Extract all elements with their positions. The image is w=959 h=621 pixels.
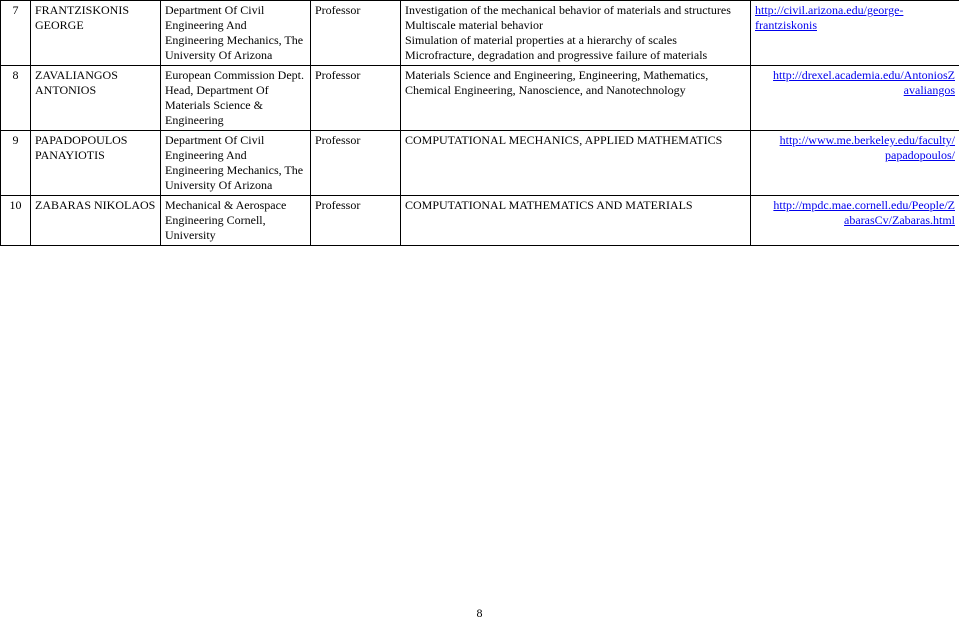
link-line1: http://www.me.berkeley.edu/faculty/ bbox=[755, 133, 955, 148]
dept-cell: Department Of Civil Engineering And Engi… bbox=[161, 1, 311, 66]
link-line2: frantziskonis bbox=[755, 18, 955, 33]
topic-cell: COMPUTATIONAL MECHANICS, APPLIED MATHEMA… bbox=[401, 131, 751, 196]
title-cell: Professor bbox=[311, 1, 401, 66]
faculty-link[interactable]: http://www.me.berkeley.edu/faculty/ papa… bbox=[755, 133, 955, 163]
page: 7 FRANTZISKONIS GEORGE Department Of Civ… bbox=[0, 0, 959, 621]
faculty-link[interactable]: http://civil.arizona.edu/george- frantzi… bbox=[755, 3, 955, 33]
row-number: 8 bbox=[1, 66, 31, 131]
page-number: 8 bbox=[0, 246, 959, 621]
title-cell: Professor bbox=[311, 66, 401, 131]
dept-cell: Department Of Civil Engineering And Engi… bbox=[161, 131, 311, 196]
table-row: 7 FRANTZISKONIS GEORGE Department Of Civ… bbox=[1, 1, 959, 66]
link-line1: http://civil.arizona.edu/george- bbox=[755, 3, 955, 18]
faculty-table: 7 FRANTZISKONIS GEORGE Department Of Civ… bbox=[0, 0, 959, 246]
row-number: 9 bbox=[1, 131, 31, 196]
name-cell: PAPADOPOULOS PANAYIOTIS bbox=[31, 131, 161, 196]
link-cell: http://www.me.berkeley.edu/faculty/ papa… bbox=[751, 131, 959, 196]
title-cell: Professor bbox=[311, 131, 401, 196]
link-line2: avaliangos bbox=[755, 83, 955, 98]
dept-cell: Mechanical & Aerospace Engineering Corne… bbox=[161, 196, 311, 246]
name-cell: FRANTZISKONIS GEORGE bbox=[31, 1, 161, 66]
row-number: 7 bbox=[1, 1, 31, 66]
name-cell: ZAVALIANGOS ANTONIOS bbox=[31, 66, 161, 131]
table-row: 9 PAPADOPOULOS PANAYIOTIS Department Of … bbox=[1, 131, 959, 196]
topic-cell: Materials Science and Engineering, Engin… bbox=[401, 66, 751, 131]
table-row: 8 ZAVALIANGOS ANTONIOS European Commissi… bbox=[1, 66, 959, 131]
link-cell: http://mpdc.mae.cornell.edu/People/Z aba… bbox=[751, 196, 959, 246]
title-cell: Professor bbox=[311, 196, 401, 246]
link-line1: http://mpdc.mae.cornell.edu/People/Z bbox=[755, 198, 955, 213]
topic-cell: COMPUTATIONAL MATHEMATICS AND MATERIALS bbox=[401, 196, 751, 246]
link-line2: papadopoulos/ bbox=[755, 148, 955, 163]
name-cell: ZABARAS NIKOLAOS bbox=[31, 196, 161, 246]
row-number: 10 bbox=[1, 196, 31, 246]
topic-cell: Investigation of the mechanical behavior… bbox=[401, 1, 751, 66]
dept-cell: European Commission Dept. Head, Departme… bbox=[161, 66, 311, 131]
faculty-link[interactable]: http://mpdc.mae.cornell.edu/People/Z aba… bbox=[755, 198, 955, 228]
link-line1: http://drexel.academia.edu/AntoniosZ bbox=[755, 68, 955, 83]
table-row: 10 ZABARAS NIKOLAOS Mechanical & Aerospa… bbox=[1, 196, 959, 246]
link-cell: http://civil.arizona.edu/george- frantzi… bbox=[751, 1, 959, 66]
link-cell: http://drexel.academia.edu/AntoniosZ ava… bbox=[751, 66, 959, 131]
faculty-link[interactable]: http://drexel.academia.edu/AntoniosZ ava… bbox=[755, 68, 955, 98]
link-line2: abarasCv/Zabaras.html bbox=[755, 213, 955, 228]
